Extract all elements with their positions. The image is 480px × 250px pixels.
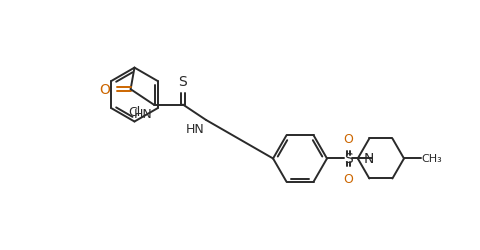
Text: HN: HN [133, 108, 152, 120]
Text: O: O [343, 132, 353, 145]
Text: S: S [178, 74, 187, 88]
Text: HN: HN [185, 123, 204, 136]
Text: O: O [343, 173, 353, 186]
Text: S: S [344, 152, 352, 166]
Text: N: N [362, 152, 373, 166]
Text: Cl: Cl [128, 106, 140, 119]
Text: CH₃: CH₃ [421, 154, 442, 164]
Text: O: O [99, 83, 110, 97]
